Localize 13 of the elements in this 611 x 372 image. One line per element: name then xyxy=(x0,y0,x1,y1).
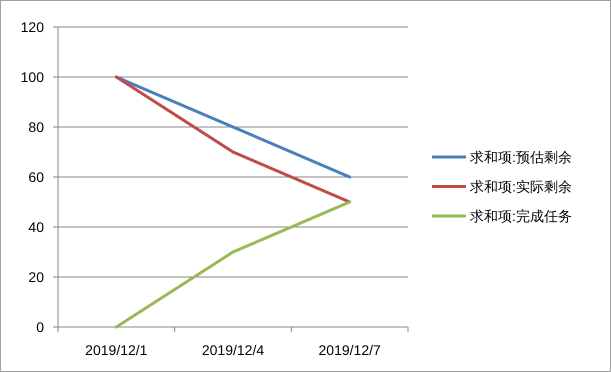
x-tick-label: 2019/12/1 xyxy=(85,342,148,358)
y-tick-label: 100 xyxy=(20,69,44,85)
y-tick-label: 20 xyxy=(28,269,44,285)
y-tick-label: 120 xyxy=(20,19,44,35)
legend-label: 求和项:预估剩余 xyxy=(470,149,572,165)
x-tick-label: 2019/12/4 xyxy=(202,342,264,358)
y-tick-label: 40 xyxy=(28,219,44,235)
y-tick-label: 0 xyxy=(36,319,44,335)
legend-label: 求和项:完成任务 xyxy=(470,208,572,224)
legend-label: 求和项:实际剩余 xyxy=(470,178,572,194)
x-tick-label: 2019/12/7 xyxy=(318,342,382,358)
y-tick-label: 60 xyxy=(28,169,44,185)
y-tick-label: 80 xyxy=(28,119,44,135)
